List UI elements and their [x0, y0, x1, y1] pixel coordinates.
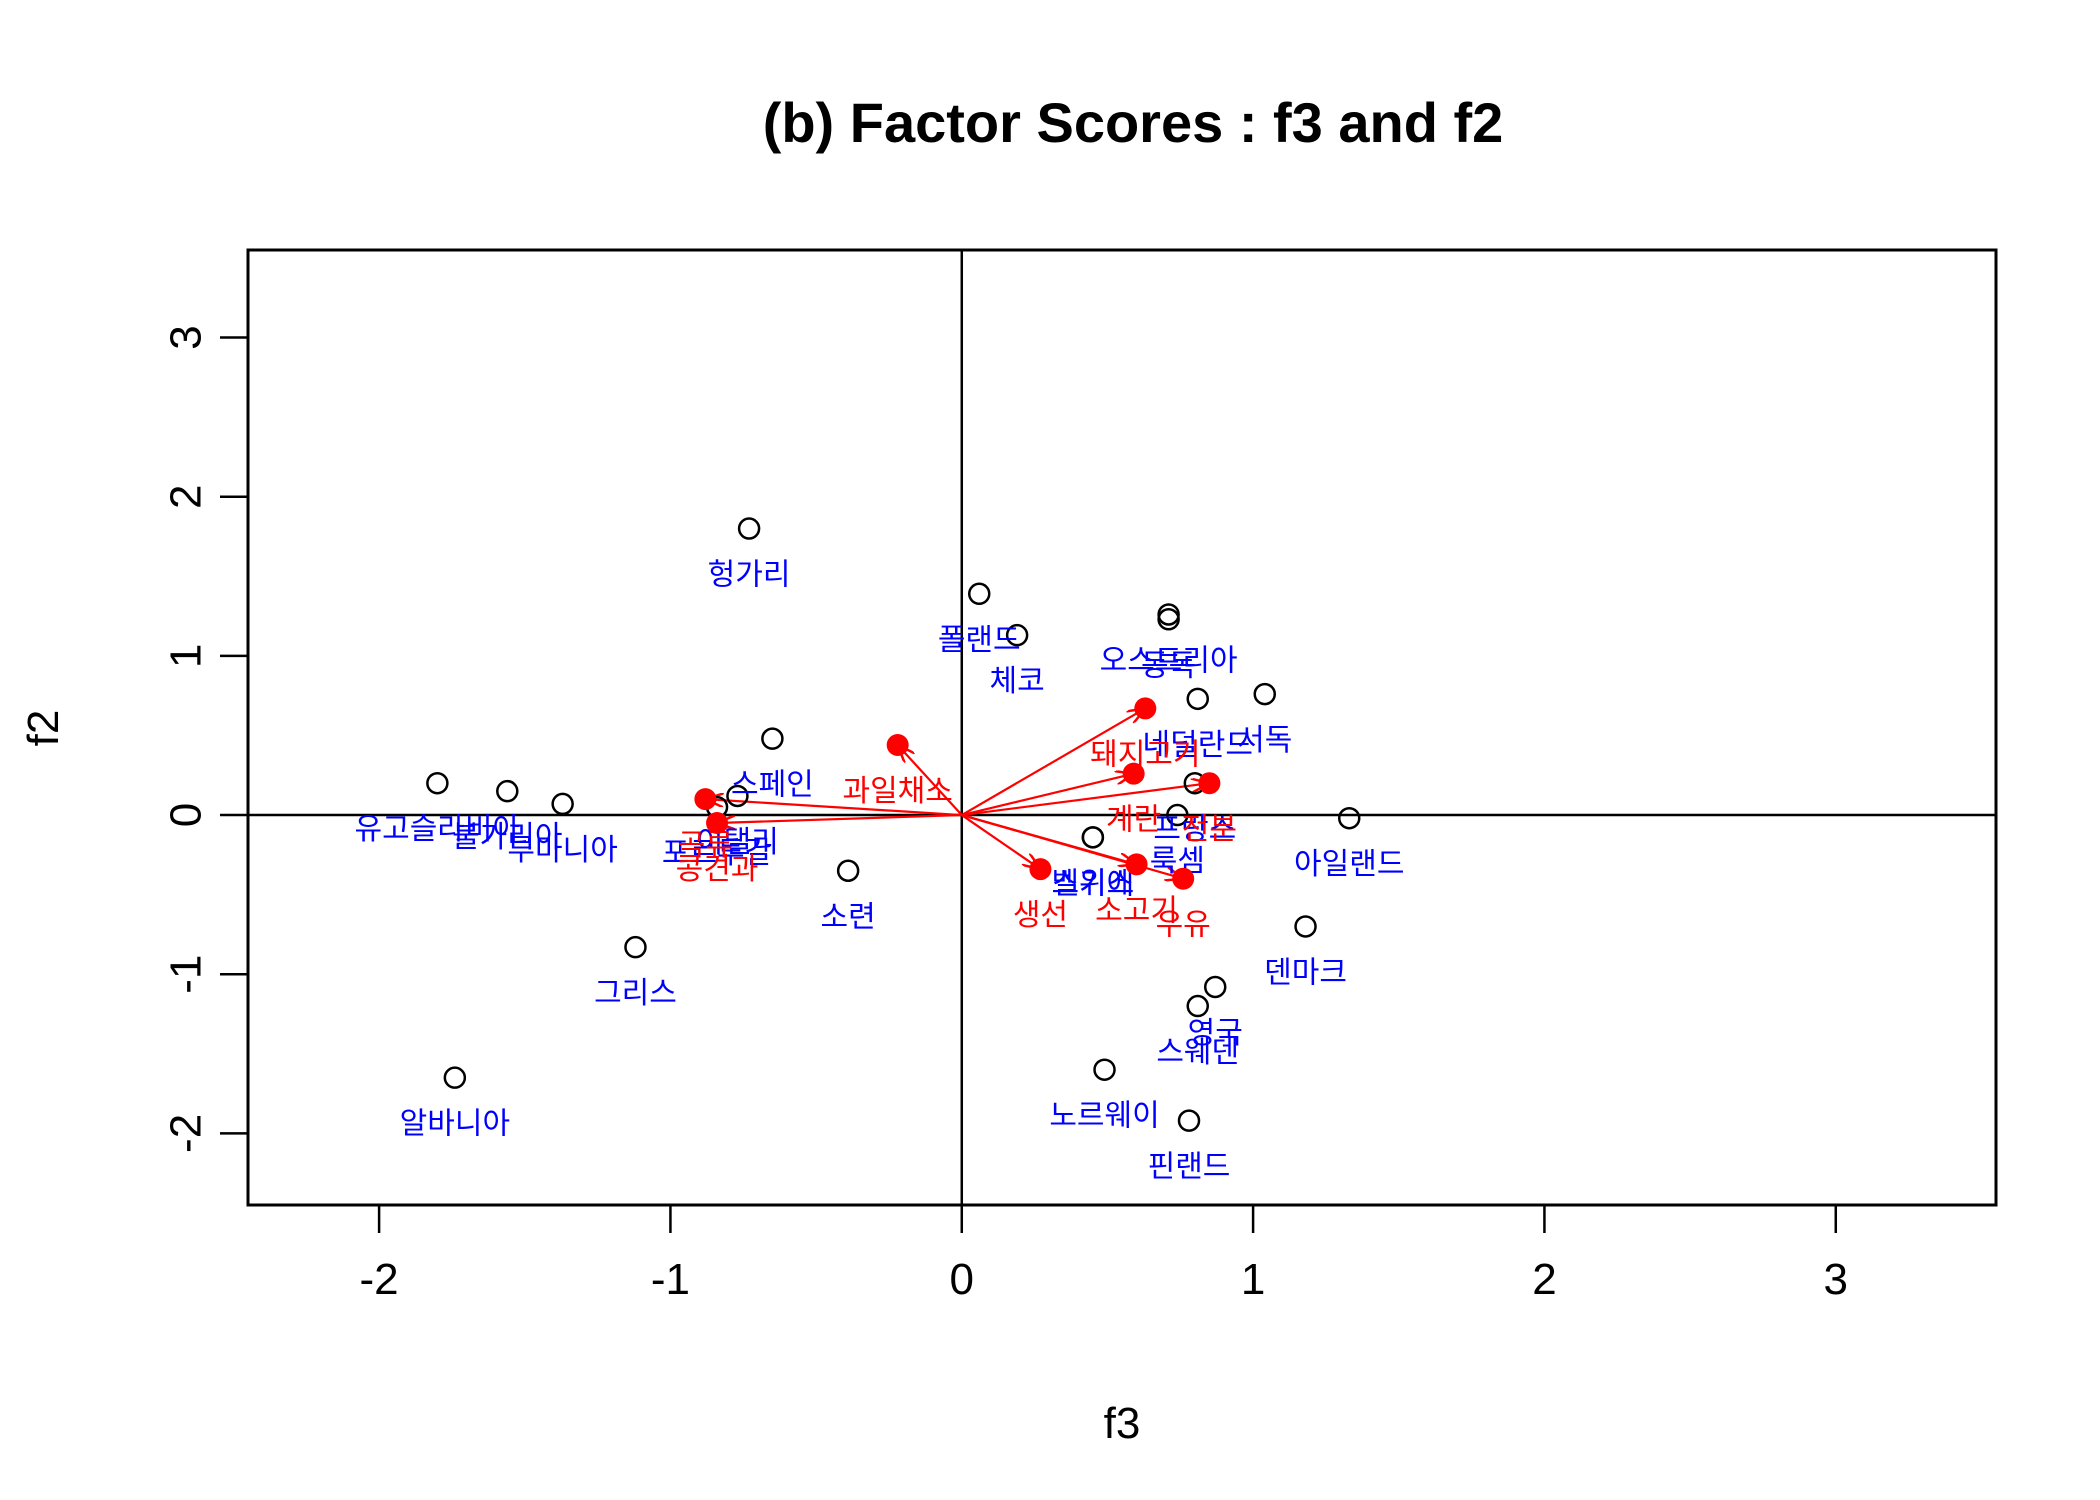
- var-point-곡류: [694, 788, 717, 811]
- arrow-생선: [961, 814, 1041, 869]
- point-영국: [1203, 975, 1227, 999]
- x-axis-label: f3: [1104, 1399, 1141, 1448]
- point-체코: [1005, 623, 1029, 647]
- point-스위스: [1081, 826, 1105, 849]
- point-네덜란드: [1186, 687, 1209, 711]
- plot-frame: [246, 248, 1998, 1207]
- var-point-전분: [1198, 772, 1221, 795]
- country-label-핀랜드: 핀랜드: [1148, 1150, 1231, 1185]
- point-알바니아: [443, 1066, 467, 1089]
- country-label-동독: 동독: [1141, 648, 1196, 683]
- point-스웨덴: [1186, 994, 1209, 1018]
- var-label-과일채소: 과일채소: [842, 774, 952, 809]
- country-label-스페인: 스페인: [731, 768, 814, 803]
- point-그리스: [624, 935, 647, 959]
- var-point-콩견과: [706, 812, 729, 834]
- country-label-벨기에: 벨기에: [1051, 866, 1134, 901]
- arrow-돼지고기: [961, 708, 1146, 816]
- country-label-오스트리아: 오스트리아: [1100, 643, 1238, 678]
- country-label-소련: 소련: [821, 900, 876, 935]
- y-tick-label--1: -1: [162, 955, 211, 994]
- var-point-우유: [1172, 867, 1195, 890]
- point-이탤리: [726, 784, 749, 808]
- point-스페인: [761, 727, 784, 750]
- x-tick-label--2: -2: [360, 1255, 399, 1304]
- country-label-유고슬라비아: 유고슬라비아: [355, 812, 521, 847]
- country-label-덴마크: 덴마크: [1264, 955, 1347, 990]
- variable-points: [694, 697, 1221, 890]
- point-서독: [1253, 682, 1277, 706]
- arrow-과일채소: [898, 745, 963, 816]
- country-label-체코: 체코: [990, 664, 1045, 699]
- var-point-계란: [1122, 762, 1145, 785]
- country-label-서독: 서독: [1237, 723, 1292, 758]
- reference-lines: [248, 250, 1996, 1205]
- point-폴랜드: [967, 582, 991, 606]
- var-label-돼지고기: 돼지고기: [1090, 737, 1200, 772]
- point-룩셈: [1166, 803, 1189, 827]
- country-label-그리스: 그리스: [594, 976, 677, 1011]
- point-노르웨이: [1093, 1058, 1116, 1081]
- point-유고슬라비아: [426, 771, 449, 795]
- var-label-곡류: 곡류: [678, 828, 733, 863]
- point-오스트리아: [1157, 603, 1180, 626]
- point-소련: [836, 859, 860, 882]
- var-label-계란: 계란: [1106, 803, 1161, 838]
- point-아일랜드: [1337, 806, 1361, 830]
- y-tick-label-3: 3: [162, 325, 211, 349]
- y-tick-label-0: 0: [162, 803, 211, 827]
- x-tick-label-0: 0: [950, 1255, 974, 1304]
- point-불가리아: [496, 779, 519, 803]
- x-tick-label-3: 3: [1824, 1255, 1848, 1304]
- var-point-돼지고기: [1134, 697, 1157, 720]
- country-label-영국: 영국: [1188, 1016, 1243, 1051]
- y-tick-label-2: 2: [162, 484, 211, 508]
- country-label-아일랜드: 아일랜드: [1294, 847, 1404, 882]
- country-label-스웨덴: 스웨덴: [1156, 1035, 1239, 1070]
- var-point-소고기: [1125, 853, 1148, 876]
- var-label-소고기: 소고기: [1095, 893, 1178, 928]
- country-label-네덜란드: 네덜란드: [1143, 728, 1253, 763]
- country-label-불가리아: 불가리아: [452, 820, 562, 855]
- point-핀랜드: [1177, 1109, 1201, 1132]
- arrow-곡류: [705, 799, 962, 817]
- chart-title: (b) Factor Scores : f3 and f2: [763, 91, 1504, 154]
- var-point-생선: [1029, 858, 1052, 881]
- point-동독: [1157, 608, 1180, 631]
- arrow-전분: [961, 783, 1210, 817]
- y-tick-label--2: -2: [162, 1114, 211, 1153]
- x-tick-label-1: 1: [1241, 1255, 1265, 1304]
- y-axis-label: f2: [19, 710, 68, 747]
- country-label-프랑스: 프랑스: [1153, 812, 1236, 847]
- arrow-계란: [961, 774, 1134, 817]
- point-덴마크: [1294, 915, 1317, 938]
- x-tick-label-2: 2: [1532, 1255, 1556, 1304]
- point-헝가리: [737, 517, 761, 540]
- country-label-포르투갈: 포르투갈: [662, 836, 772, 871]
- country-label-노르웨이: 노르웨이: [1049, 1099, 1159, 1134]
- point-루마니아: [551, 792, 574, 816]
- country-label-헝가리: 헝가리: [708, 558, 791, 593]
- country-label-알바니아: 알바니아: [400, 1107, 510, 1142]
- var-label-생선: 생선: [1013, 898, 1068, 933]
- x-axis: -2 -1 0 1 2 3: [360, 1203, 1848, 1304]
- var-label-콩견과: 콩견과: [676, 852, 759, 887]
- y-axis: -2 -1 0 1 2 3: [162, 325, 250, 1153]
- y-tick-label-1: 1: [162, 644, 211, 668]
- var-label-우유: 우유: [1156, 908, 1211, 943]
- country-label-폴랜드: 폴랜드: [938, 623, 1021, 658]
- var-point-과일채소: [886, 734, 909, 757]
- arrow-콩견과: [717, 813, 962, 823]
- variable-arrows: [705, 708, 1209, 878]
- country-label-스위스: 스위스: [1051, 866, 1134, 901]
- country-label-루마니아: 루마니아: [507, 833, 617, 868]
- var-label-전분: 전분: [1182, 812, 1237, 847]
- x-tick-label--1: -1: [651, 1255, 690, 1304]
